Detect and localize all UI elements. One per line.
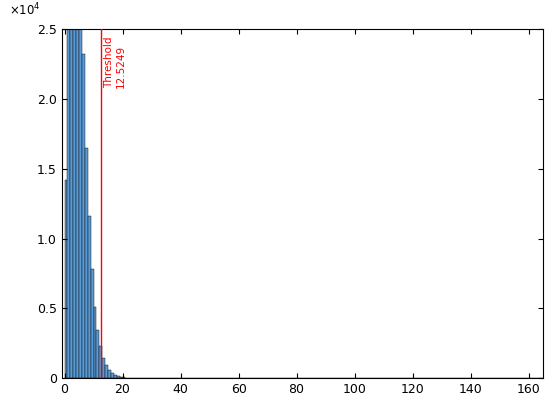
Bar <box>67 0 71 378</box>
Bar <box>73 0 76 378</box>
Bar <box>94 307 96 378</box>
Bar <box>111 373 114 378</box>
Bar <box>114 375 116 378</box>
Bar <box>79 0 82 378</box>
Bar <box>120 377 123 378</box>
Bar <box>76 0 79 378</box>
Bar <box>91 269 94 378</box>
Bar <box>64 180 67 378</box>
Bar <box>116 376 120 378</box>
Bar <box>85 148 88 378</box>
Bar <box>123 377 125 378</box>
Bar <box>99 346 102 378</box>
Bar <box>105 365 108 378</box>
Bar <box>71 0 73 378</box>
Bar <box>82 55 85 378</box>
Text: Threshold
12.5249: Threshold 12.5249 <box>104 37 125 88</box>
Bar <box>96 330 99 378</box>
Bar <box>108 370 111 378</box>
Bar <box>102 358 105 378</box>
Bar <box>88 216 91 378</box>
Text: $\times10^{4}$: $\times10^{4}$ <box>9 2 40 18</box>
